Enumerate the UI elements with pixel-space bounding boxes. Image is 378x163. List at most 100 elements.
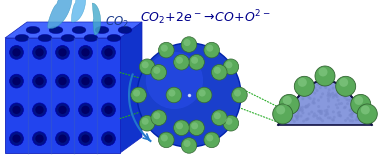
Circle shape	[309, 97, 312, 100]
Circle shape	[283, 96, 292, 105]
Circle shape	[161, 45, 168, 52]
Circle shape	[204, 132, 220, 148]
Circle shape	[352, 108, 355, 111]
Circle shape	[363, 120, 366, 123]
Circle shape	[279, 94, 299, 114]
Circle shape	[290, 111, 293, 114]
Circle shape	[204, 42, 220, 58]
Circle shape	[139, 115, 155, 131]
Circle shape	[151, 110, 167, 126]
Circle shape	[102, 74, 115, 88]
Circle shape	[306, 105, 309, 108]
Circle shape	[325, 112, 328, 115]
Circle shape	[316, 89, 319, 92]
Circle shape	[58, 48, 67, 57]
Circle shape	[293, 109, 296, 112]
Circle shape	[313, 97, 316, 100]
Circle shape	[356, 115, 359, 118]
Circle shape	[353, 104, 355, 107]
Circle shape	[307, 103, 310, 106]
Circle shape	[317, 99, 320, 102]
Circle shape	[334, 94, 337, 97]
Circle shape	[131, 87, 146, 103]
Circle shape	[214, 67, 221, 74]
Circle shape	[286, 113, 289, 116]
Circle shape	[352, 103, 355, 106]
Circle shape	[336, 106, 339, 109]
Circle shape	[318, 117, 321, 119]
Circle shape	[284, 117, 287, 120]
Circle shape	[36, 134, 43, 143]
Circle shape	[104, 106, 113, 114]
Circle shape	[305, 104, 308, 108]
Circle shape	[225, 118, 232, 125]
Ellipse shape	[26, 26, 40, 34]
Circle shape	[362, 118, 365, 121]
Circle shape	[357, 104, 377, 124]
Circle shape	[102, 103, 115, 117]
Circle shape	[189, 54, 204, 70]
Circle shape	[285, 120, 288, 123]
Circle shape	[297, 115, 300, 118]
Circle shape	[301, 109, 303, 112]
Circle shape	[325, 111, 328, 114]
Circle shape	[361, 117, 364, 120]
Ellipse shape	[95, 26, 109, 34]
Circle shape	[299, 114, 302, 118]
Circle shape	[302, 120, 305, 123]
Circle shape	[174, 120, 189, 136]
Circle shape	[102, 45, 115, 59]
Circle shape	[181, 138, 197, 153]
Circle shape	[319, 96, 322, 98]
Circle shape	[146, 52, 203, 109]
Circle shape	[295, 108, 298, 111]
Circle shape	[308, 112, 311, 115]
Circle shape	[161, 134, 168, 141]
Circle shape	[306, 118, 309, 121]
Circle shape	[319, 86, 322, 89]
Ellipse shape	[84, 34, 98, 42]
Circle shape	[338, 102, 341, 105]
Circle shape	[328, 95, 331, 98]
Circle shape	[301, 108, 304, 111]
Circle shape	[344, 106, 347, 109]
Circle shape	[324, 109, 327, 112]
Circle shape	[12, 77, 21, 85]
Circle shape	[299, 107, 302, 110]
Circle shape	[225, 61, 232, 68]
Circle shape	[153, 67, 160, 74]
Circle shape	[293, 120, 296, 123]
Circle shape	[282, 119, 285, 122]
Circle shape	[319, 110, 322, 113]
Circle shape	[36, 48, 43, 57]
Circle shape	[282, 119, 285, 122]
Circle shape	[313, 112, 316, 115]
Circle shape	[206, 45, 213, 52]
Circle shape	[79, 132, 92, 146]
Circle shape	[361, 113, 364, 116]
Circle shape	[335, 93, 338, 96]
Circle shape	[332, 96, 335, 99]
Circle shape	[309, 89, 312, 92]
Circle shape	[350, 107, 353, 111]
Polygon shape	[120, 22, 142, 153]
Circle shape	[364, 119, 367, 122]
Circle shape	[346, 102, 349, 105]
Circle shape	[353, 110, 356, 113]
Circle shape	[33, 103, 46, 117]
Circle shape	[199, 89, 206, 96]
Circle shape	[337, 111, 340, 115]
Circle shape	[351, 112, 354, 115]
Circle shape	[158, 132, 174, 148]
Circle shape	[284, 119, 287, 121]
Circle shape	[33, 132, 46, 146]
Circle shape	[344, 119, 347, 122]
Circle shape	[311, 101, 314, 104]
Circle shape	[332, 94, 335, 97]
Circle shape	[345, 94, 348, 97]
Circle shape	[313, 86, 316, 89]
Circle shape	[289, 117, 292, 120]
Circle shape	[351, 119, 354, 122]
Circle shape	[315, 114, 318, 117]
Circle shape	[166, 87, 182, 103]
